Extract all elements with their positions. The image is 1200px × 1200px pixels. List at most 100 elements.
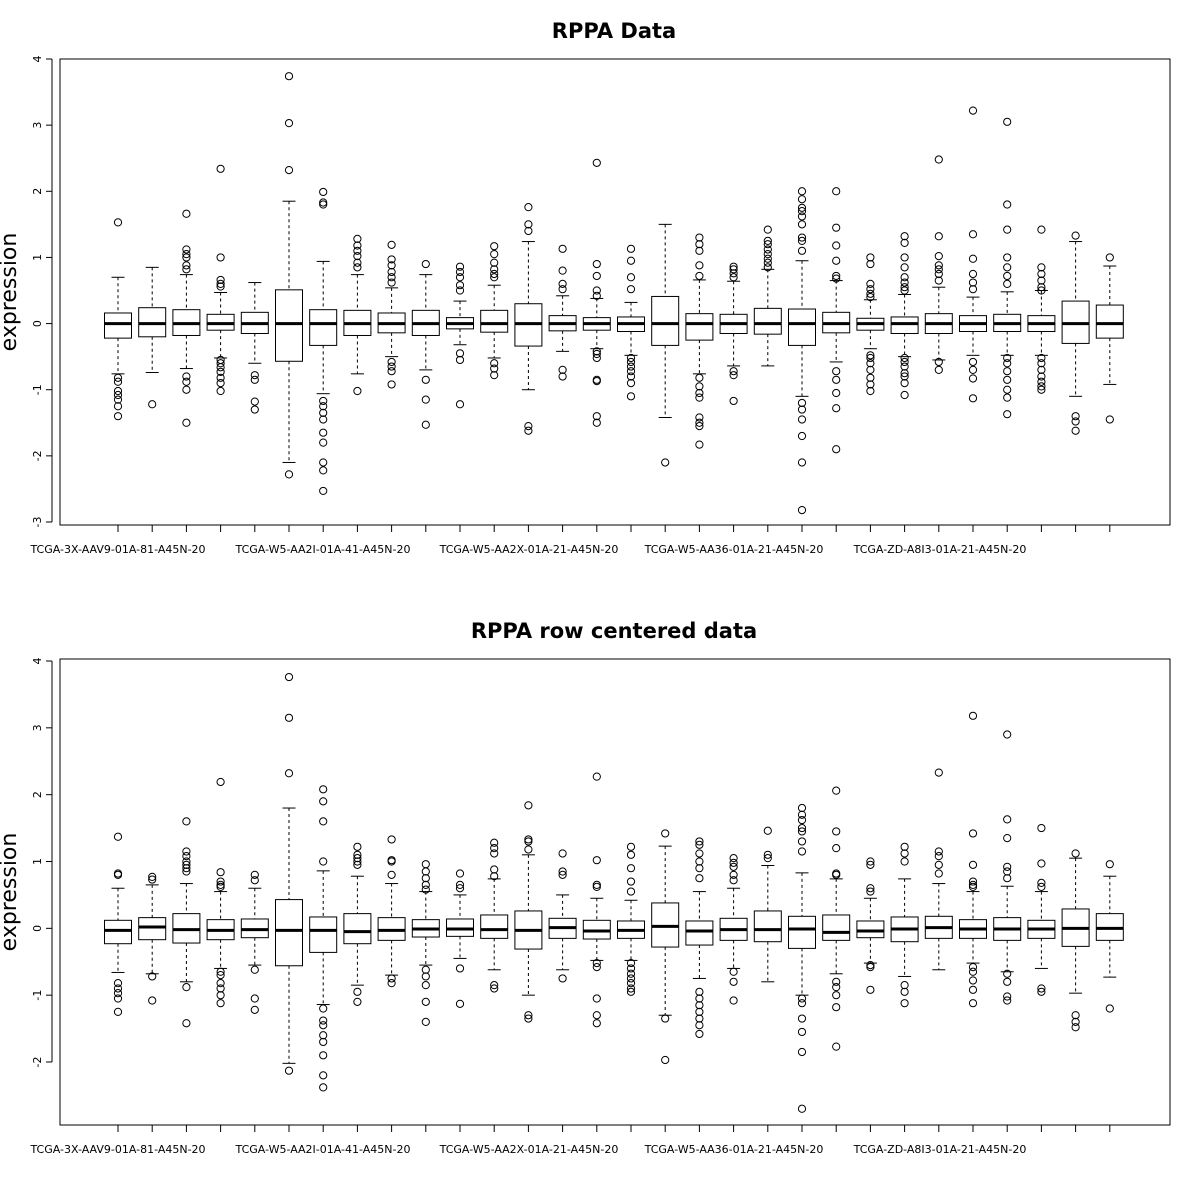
iqr-box (822, 914, 851, 941)
outlier-point (866, 373, 875, 382)
outlier-point (216, 379, 225, 388)
outlier-point (319, 1004, 328, 1013)
y-tick-label: 4 (31, 56, 44, 63)
outlier-point (797, 187, 807, 196)
box-group (617, 842, 645, 996)
box-group (582, 772, 611, 1028)
outlier-point (832, 256, 841, 265)
outlier-point (832, 274, 841, 283)
outlier-point (284, 672, 294, 682)
outlier-point (729, 858, 738, 867)
x-tick-label: TCGA-W5-AA36-01A-21-A45N-20 (644, 543, 824, 556)
outlier-point (797, 1014, 807, 1023)
x-tick-label: TCGA-W5-AA2I-01A-41-A45N-20 (235, 543, 411, 556)
x-tick-label: TCGA-3X-AAV9-01A-81-A45N-20 (29, 543, 205, 556)
outlier-point (695, 382, 704, 391)
iqr-box (856, 920, 885, 939)
y-tick-label: -1 (31, 384, 44, 395)
box-group (1061, 231, 1090, 435)
outlier-point (729, 870, 738, 879)
outlier-point (455, 400, 465, 409)
outlier-point (558, 867, 567, 876)
outlier-point (592, 271, 601, 281)
outlier-point (1003, 815, 1012, 824)
outlier-point (319, 1021, 328, 1030)
outlier-point (1003, 992, 1012, 1001)
outlier-point (284, 1066, 294, 1075)
outlier-point (968, 999, 978, 1008)
outlier-point (1037, 878, 1046, 887)
outlier-point (490, 269, 499, 279)
outlier-point (353, 850, 362, 859)
box-group (240, 282, 269, 414)
outlier-point (387, 974, 396, 983)
outlier-point (866, 962, 875, 972)
outlier-point (182, 860, 191, 869)
outlier-point (284, 769, 294, 778)
box-group (1027, 225, 1056, 394)
outlier-point (387, 835, 396, 844)
outlier-point (216, 999, 225, 1008)
outlier-point (216, 882, 225, 891)
y-tick-label: 0 (31, 320, 44, 327)
outlier-point (729, 262, 738, 271)
outlier-point (216, 979, 225, 988)
x-tick-label: TCGA-W5-AA2X-01A-21-A45N-20 (439, 1143, 619, 1156)
outlier-point (797, 994, 807, 1003)
outlier-point (626, 244, 636, 253)
outlier-point (1037, 286, 1046, 295)
outlier-point (455, 880, 465, 889)
outlier-point (216, 877, 225, 886)
outlier-point (900, 849, 909, 858)
iqr-box (1095, 304, 1124, 339)
outlier-point (353, 234, 362, 244)
outlier-point (832, 187, 841, 196)
outlier-point (968, 374, 978, 383)
outlier-point (832, 388, 841, 398)
outlier-point (421, 965, 430, 974)
outlier-point (866, 386, 875, 396)
outlier-point (387, 979, 396, 988)
y-tick-label: 2 (31, 791, 44, 798)
outlier-point (866, 857, 875, 866)
box-group (822, 786, 851, 1051)
iqr-box (104, 312, 132, 339)
outlier-point (763, 854, 772, 863)
outlier-point (490, 371, 499, 380)
outlier-point (832, 375, 841, 384)
box-group (993, 730, 1022, 1005)
outlier-point (421, 981, 430, 990)
outlier-point (421, 972, 430, 981)
outlier-point (490, 981, 499, 990)
outlier-point (1003, 375, 1012, 384)
box-group (206, 164, 235, 396)
outlier-point (695, 271, 704, 281)
outlier-point (626, 256, 636, 265)
outlier-point (182, 245, 191, 254)
outlier-point (866, 351, 875, 360)
outlier-point (490, 364, 499, 373)
outlier-point (113, 984, 123, 993)
outlier-point (216, 991, 225, 1000)
outlier-point (592, 1019, 601, 1028)
outlier-point (250, 405, 259, 414)
outlier-point (455, 869, 465, 878)
iqr-box (788, 915, 816, 949)
iqr-box (685, 920, 714, 946)
box-group (651, 223, 680, 467)
outlier-point (1105, 1004, 1114, 1013)
outlier-point (832, 977, 841, 986)
outlier-point (695, 874, 704, 883)
outlier-point (695, 987, 704, 996)
outlier-point (900, 369, 909, 378)
outlier-point (695, 413, 704, 422)
outlier-point (832, 844, 841, 853)
outlier-point (490, 265, 499, 274)
outlier-point (148, 400, 157, 409)
outlier-point (900, 263, 909, 272)
outlier-point (695, 261, 704, 270)
outlier-point (797, 999, 807, 1008)
outlier-point (319, 1051, 328, 1060)
outlier-point (524, 837, 533, 846)
outlier-point (216, 880, 225, 889)
